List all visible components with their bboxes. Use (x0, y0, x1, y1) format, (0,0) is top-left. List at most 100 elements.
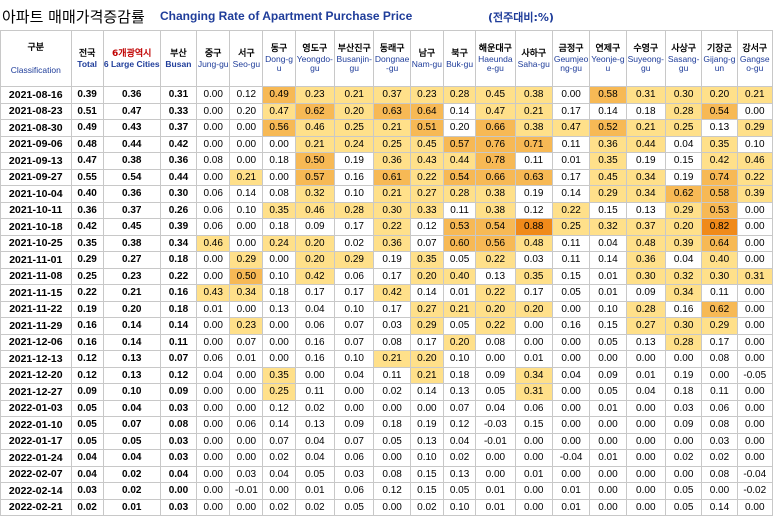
header-col-11: 해운대구 Haeundae-gu (475, 30, 516, 87)
cell-value: 0.26 (159, 201, 198, 219)
cell-value: 0.02 (102, 465, 161, 483)
cell-value: 0.11 (551, 234, 591, 252)
cell-value: 0.76 (475, 135, 516, 153)
cell-value: 0.23 (102, 267, 161, 285)
cell-value: 0.00 (736, 350, 773, 368)
cell-value: 0.10 (334, 350, 375, 368)
cell-value: 0.54 (442, 168, 477, 186)
cell-value: 0.36 (102, 185, 161, 203)
cell-value: 0.00 (262, 168, 296, 186)
cell-value: 0.35 (262, 366, 296, 384)
row-date: 2021-08-16 (0, 86, 72, 104)
header-col-9: 남구 Nam-gu (409, 30, 445, 87)
cell-value: 0.38 (475, 201, 516, 219)
cell-value: 0.00 (229, 300, 264, 318)
cell-value: 0.42 (373, 284, 411, 302)
cell-value: 0.07 (262, 432, 296, 450)
cell-value: 0.21 (373, 185, 411, 203)
cell-value: 0.06 (701, 399, 738, 417)
cell-value: 0.02 (294, 498, 336, 516)
cell-value: 0.16 (70, 333, 104, 351)
cell-value: 0.00 (334, 383, 375, 401)
cell-value: 0.00 (262, 333, 296, 351)
cell-value: 0.20 (442, 333, 477, 351)
cell-value: 0.17 (514, 284, 553, 302)
cell-value: 0.36 (373, 234, 411, 252)
cell-value: 0.22 (736, 168, 773, 186)
cell-value: 0.01 (551, 152, 591, 170)
cell-value: 0.02 (664, 449, 703, 467)
cell-value: 0.05 (373, 432, 411, 450)
cell-value: 0.37 (625, 218, 667, 236)
cell-value: 0.13 (294, 416, 336, 434)
cell-value: 0.21 (373, 119, 411, 137)
cell-value: 0.00 (701, 366, 738, 384)
cell-value: 0.14 (589, 102, 627, 120)
cell-value: 0.38 (514, 119, 553, 137)
cell-value: 0.22 (159, 267, 198, 285)
cell-value: 0.15 (589, 201, 627, 219)
cell-value: 0.74 (701, 168, 738, 186)
header-col-en: Haeundae-gu (478, 54, 513, 73)
cell-value: 0.32 (589, 218, 627, 236)
cell-value: 0.00 (229, 498, 264, 516)
row-date: 2021-12-27 (0, 383, 72, 401)
cell-value: 0.35 (589, 152, 627, 170)
cell-value: 0.38 (475, 185, 516, 203)
cell-value: 0.07 (442, 399, 477, 417)
cell-value: 0.12 (409, 218, 445, 236)
cell-value: 0.09 (159, 383, 198, 401)
row-date: 2021-11-08 (0, 267, 72, 285)
header-col-ko: 영도구 (302, 44, 328, 54)
header-col-ko: 동래구 (379, 44, 405, 54)
cell-value: 0.09 (70, 383, 104, 401)
cell-value: 0.04 (442, 432, 477, 450)
row-date: 2021-11-01 (0, 251, 72, 269)
cell-value: 0.00 (196, 102, 231, 120)
row-date: 2021-10-18 (0, 218, 72, 236)
cell-value: 0.21 (442, 300, 477, 318)
cell-value: 0.00 (196, 333, 231, 351)
cell-value: 0.46 (294, 119, 336, 137)
header-col-en: Yeonje-gu (591, 54, 625, 73)
cell-value: 0.62 (294, 102, 336, 120)
cell-value: 0.57 (294, 168, 336, 186)
cell-value: 0.00 (625, 432, 667, 450)
cell-value: 0.29 (664, 201, 703, 219)
cell-value: 0.21 (102, 284, 161, 302)
cell-value: 0.63 (514, 168, 553, 186)
cell-value: 0.17 (334, 284, 375, 302)
header-col-ko: 중구 (204, 48, 222, 59)
cell-value: 0.17 (294, 284, 336, 302)
cell-value: 0.14 (409, 383, 445, 401)
header-col-ko: 사하구 (521, 48, 547, 59)
cell-value: 0.39 (736, 185, 773, 203)
cell-value: 0.00 (262, 350, 296, 368)
cell-value: 0.30 (701, 267, 738, 285)
cell-value: 0.00 (625, 465, 667, 483)
cell-value: 0.19 (409, 416, 445, 434)
cell-value: 0.03 (373, 317, 411, 335)
cell-value: 0.21 (373, 350, 411, 368)
cell-value: 0.24 (262, 234, 296, 252)
header-col-en: Geumjeong-gu (553, 54, 589, 73)
cell-value: 0.27 (409, 185, 445, 203)
cell-value: 0.22 (475, 317, 516, 335)
cell-value: 0.10 (229, 201, 264, 219)
cell-value: 0.13 (409, 432, 445, 450)
cell-value: 0.07 (334, 333, 375, 351)
cell-value: 0.00 (736, 383, 773, 401)
cell-value: 0.00 (373, 399, 411, 417)
price-change-table: 구분 Classification 전국 Total 6개광역시 6 Large Citi… (0, 30, 773, 516)
cell-value: 0.20 (334, 102, 375, 120)
cell-value: 0.19 (70, 300, 104, 318)
cell-value: 0.15 (589, 317, 627, 335)
header-col-ko: 기장군 (707, 44, 732, 54)
cell-value: 0.24 (334, 135, 375, 153)
header-col-ko: 전국 (78, 48, 96, 59)
cell-value: 0.28 (664, 102, 703, 120)
cell-value: 0.15 (664, 152, 703, 170)
cell-value: 0.25 (70, 267, 104, 285)
cell-value: 0.28 (664, 333, 703, 351)
table-row: 2021-09-06 0.48 0.44 0.42 0.00 0.00 0.00 0.21 0.… (0, 135, 773, 153)
